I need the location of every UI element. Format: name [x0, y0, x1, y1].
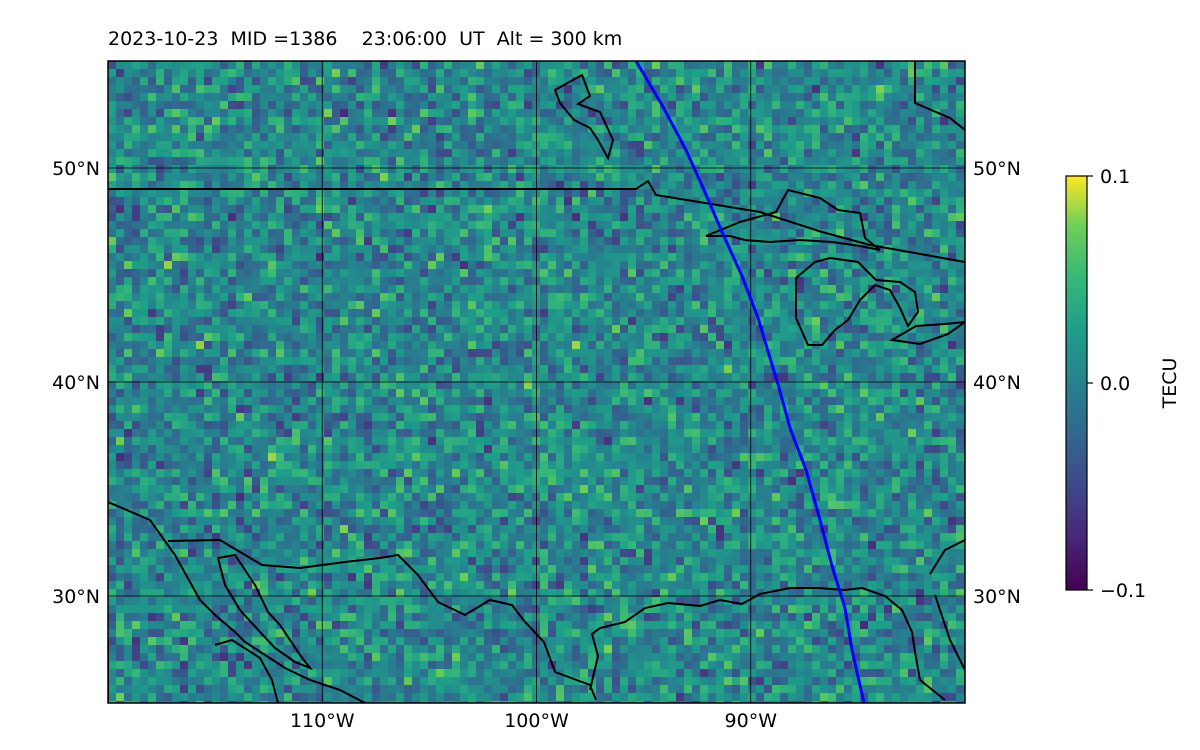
hudson-bay-coast: [553, 73, 615, 161]
title-date: 2023-10-23: [108, 28, 219, 50]
latitude-tick-label-left: 30°N: [52, 586, 100, 608]
latitude-tick-label-right: 30°N: [973, 586, 1021, 608]
baja-peninsula: [216, 553, 314, 671]
longitude-tick-labels: 110°W 100°W 90°W: [290, 710, 777, 732]
mexico-border: [108, 501, 366, 703]
colorbar-label: TECU: [1159, 358, 1181, 410]
gulf-coast-east: [589, 586, 946, 701]
longitude-tick-label: 100°W: [504, 710, 569, 732]
latitude-tick-label-right: 40°N: [973, 372, 1021, 394]
coastlines-and-borders: [108, 61, 965, 703]
latitude-tick-label-right: 50°N: [973, 158, 1021, 180]
lat-lon-gridlines: [108, 61, 965, 703]
colorbar-tick-label: 0.0: [1100, 373, 1130, 395]
title-time-unit: UT: [459, 28, 485, 50]
lake-erie-ontario: [889, 320, 965, 346]
gulf-coast: [167, 538, 597, 701]
title-mid: MID =1386: [230, 28, 338, 50]
longitude-tick-label: 90°W: [725, 710, 778, 732]
satellite-ground-track: [634, 61, 866, 703]
lake-superior: [705, 188, 881, 251]
northeast-coast: [914, 61, 965, 131]
map-frame: [107, 60, 966, 704]
latitude-tick-label-left: 50°N: [52, 158, 100, 180]
colorbar-tick-label: 0.1: [1100, 166, 1130, 188]
tec-grid-cells: [108, 61, 965, 703]
lake-michigan-huron: [795, 256, 920, 346]
longitude-tick-label: 110°W: [290, 710, 355, 732]
colorbar-ticks: 0.1 0.0 −0.1: [1087, 166, 1146, 602]
us-canada-border: [108, 179, 965, 263]
colorbar-tick-label: −0.1: [1100, 580, 1146, 602]
florida: [929, 539, 965, 671]
title-time: 23:06:00: [361, 28, 447, 50]
map-title: 2023-10-23 MID =1386 23:06:00 UT Alt = 3…: [108, 28, 622, 50]
colorbar-gradient: [1065, 175, 1088, 591]
latitude-tick-labels-left: 30°N 40°N 50°N: [52, 158, 100, 608]
mainland-west-coast: [214, 638, 279, 703]
colorbar: 0.1 0.0 −0.1 TECU: [1065, 166, 1181, 602]
latitude-tick-labels-right: 30°N 40°N 50°N: [973, 158, 1021, 608]
latitude-tick-label-left: 40°N: [52, 372, 100, 394]
title-altitude: Alt = 300 km: [496, 28, 623, 50]
